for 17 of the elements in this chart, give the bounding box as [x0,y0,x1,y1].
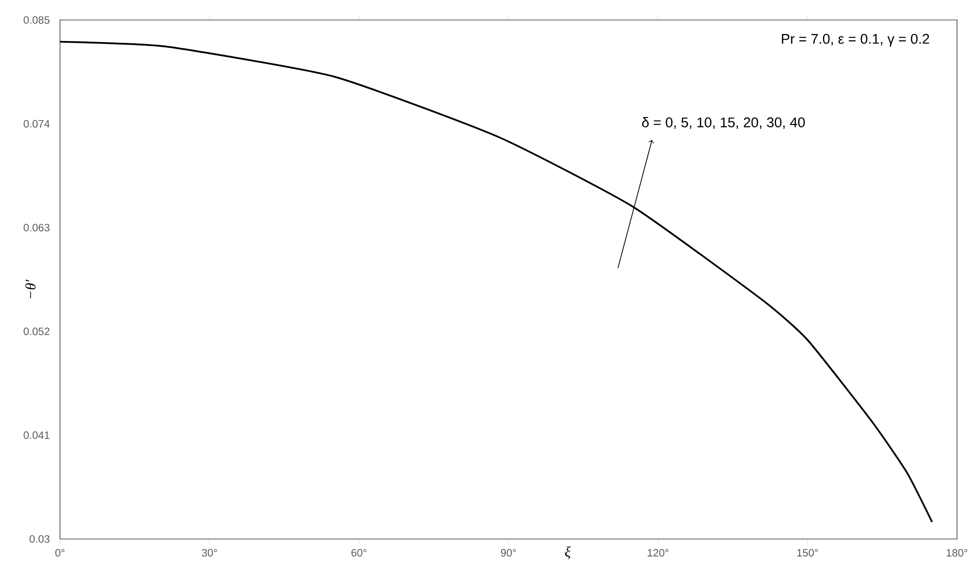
x-axis-title: ξ [565,546,571,560]
x-tick-label: 150° [797,549,818,557]
y-tick-label: 0.03 [30,535,50,543]
x-tick-label: 120° [648,549,668,557]
x-tick-label: 180° [946,549,968,557]
y-tick-label: 0.074 [24,120,50,128]
x-tick-label: 60° [351,549,366,557]
y-tick-label: 0.063 [24,224,50,232]
x-tick-label: 30° [202,549,217,557]
x-tick-label: 0° [55,549,64,557]
y-axis-title: −θ′ [25,280,36,298]
annotation: δ = 0, 5, 10, 15, 20, 30, 40 [642,117,805,129]
annotation: Pr = 7.0, ε = 0.1, γ = 0.2 [782,34,930,47]
y-tick-label: 0.041 [24,431,50,439]
x-tick-label: 90° [500,549,516,557]
y-tick-label: 0.085 [24,16,50,24]
y-tick-label: 0.052 [24,328,50,336]
